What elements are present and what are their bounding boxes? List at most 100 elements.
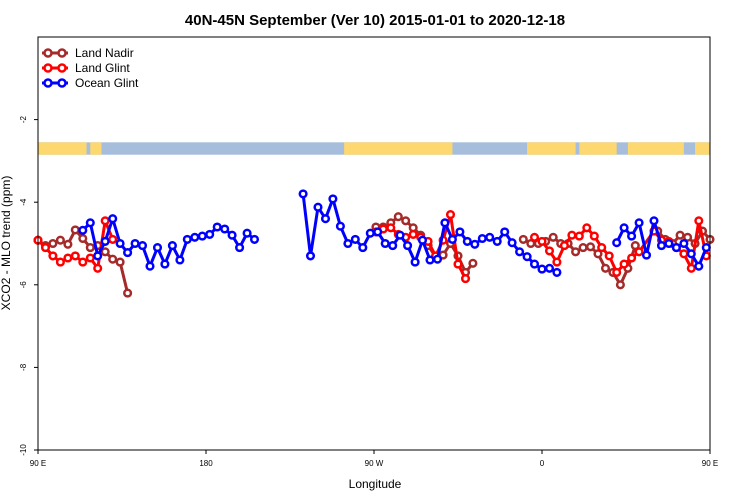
data-point [630,241,640,251]
data-point [115,238,125,249]
data-point [686,263,696,273]
strip-land-segment [579,142,617,155]
data-point [40,243,51,253]
data-point [145,261,155,271]
data-point [403,241,413,251]
data-point [518,234,528,244]
legend-marker [43,78,53,88]
data-point [574,231,584,241]
data-point [548,232,558,242]
legend-label: Ocean Glint [75,76,139,90]
data-point [600,263,611,273]
data-point [130,238,140,249]
data-point [227,230,237,240]
strip-land-segment [527,142,576,155]
data-point [656,241,667,251]
data-point [571,247,581,257]
data-point [63,239,73,249]
legend-label: Land Nadir [75,46,134,60]
data-point [679,249,689,259]
legend-item: Land Glint [42,61,130,75]
data-point [78,257,88,267]
data-point [167,241,177,251]
data-point [212,222,222,232]
data-point [343,238,353,249]
data-point [365,228,375,238]
data-point [108,214,118,224]
data-point [679,238,689,249]
data-point [460,274,471,284]
data-point [85,218,95,228]
data-point [358,243,368,253]
x-tick-label: 90 E [702,459,718,468]
strip-land-segment [90,142,102,155]
data-point [48,238,58,249]
data-point [425,255,435,265]
data-point [85,243,95,253]
data-point [612,238,622,248]
data-point [123,288,133,298]
data-point [664,238,674,249]
data-point [388,241,398,251]
data-point [305,251,316,261]
data-point [462,236,472,246]
data-point [694,261,704,271]
strip-land-segment [627,142,684,155]
data-point [515,247,525,257]
data-point [552,257,562,267]
data-point [108,254,118,264]
series-ocean-glint [78,189,711,277]
data-point [417,235,428,245]
data-point [55,257,65,267]
legend-marker [57,78,67,88]
x-tick-label: 0 [540,459,545,468]
data-point [537,264,547,274]
data-point [395,230,405,240]
data-point [701,243,711,253]
data-point [445,210,456,220]
data-point [410,257,420,267]
y-tick-label: -8 [19,363,28,371]
x-axis-label: Longitude [349,477,402,491]
data-point [48,251,58,261]
data-point [175,255,185,265]
data-point [619,223,629,233]
data-point [197,231,207,241]
x-tick-label: 180 [199,459,213,468]
x-tick-label: 90 W [365,459,384,468]
data-point [567,230,577,240]
data-point [634,218,644,228]
data-point [615,280,625,290]
y-axis-label: XCO2 - MLO trend (ppm) [0,176,13,311]
data-point [500,227,510,237]
data-point [686,249,696,259]
legend-marker [57,63,67,73]
data-point [544,263,555,273]
data-point [205,229,215,239]
x-tick-label: 90 E [30,459,46,468]
data-point [242,228,252,238]
data-point [386,223,396,233]
data-point [78,233,88,244]
data-point [627,253,637,263]
data-point [634,247,644,257]
data-point [578,243,588,253]
data-point [675,230,685,240]
data-point [432,254,443,264]
strip-land-segment [344,142,453,155]
data-point [552,267,562,277]
data-point [93,251,103,261]
data-point [470,239,480,249]
data-point [190,232,200,242]
series-layer [33,189,715,298]
data-point [249,234,260,244]
data-point [468,258,478,268]
data-point [453,259,463,269]
data-point [649,216,659,226]
data-point [477,233,487,244]
data-point [440,218,450,228]
data-point [328,194,338,204]
data-point [529,259,540,269]
data-point [393,212,403,222]
